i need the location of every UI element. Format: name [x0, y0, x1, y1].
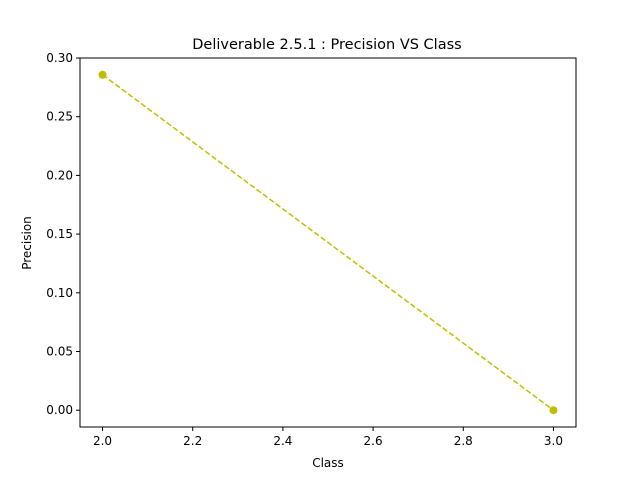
y-tick-label: 0.15 [46, 227, 73, 241]
x-axis: 2.0 2.2 2.4 2.6 2.8 3.0 [93, 427, 563, 448]
y-tick-label: 0.20 [46, 168, 73, 182]
x-tick-label: 2.8 [454, 434, 473, 448]
data-point [549, 406, 558, 415]
y-axis-label: Precision [20, 216, 34, 270]
y-tick-label: 0.30 [46, 51, 73, 65]
y-tick-label: 0.00 [46, 403, 73, 417]
x-tick-label: 2.0 [93, 434, 112, 448]
data-point [98, 70, 107, 79]
x-tick-label: 2.4 [273, 434, 292, 448]
axes-frame [79, 57, 577, 428]
y-tick-label: 0.25 [46, 110, 73, 124]
x-tick-label: 2.2 [183, 434, 202, 448]
y-tick-label: 0.05 [46, 345, 73, 359]
x-axis-label: Class [312, 456, 344, 470]
x-tick-label: 3.0 [544, 434, 563, 448]
series-line [102, 74, 554, 411]
chart-title: Deliverable 2.5.1 : Precision VS Class [192, 37, 461, 53]
y-tick-label: 0.10 [46, 286, 73, 300]
plot-area [98, 70, 558, 415]
y-axis: 0.00 0.05 0.10 0.15 0.20 0.25 0.30 [46, 51, 80, 417]
x-tick-label: 2.6 [364, 434, 383, 448]
